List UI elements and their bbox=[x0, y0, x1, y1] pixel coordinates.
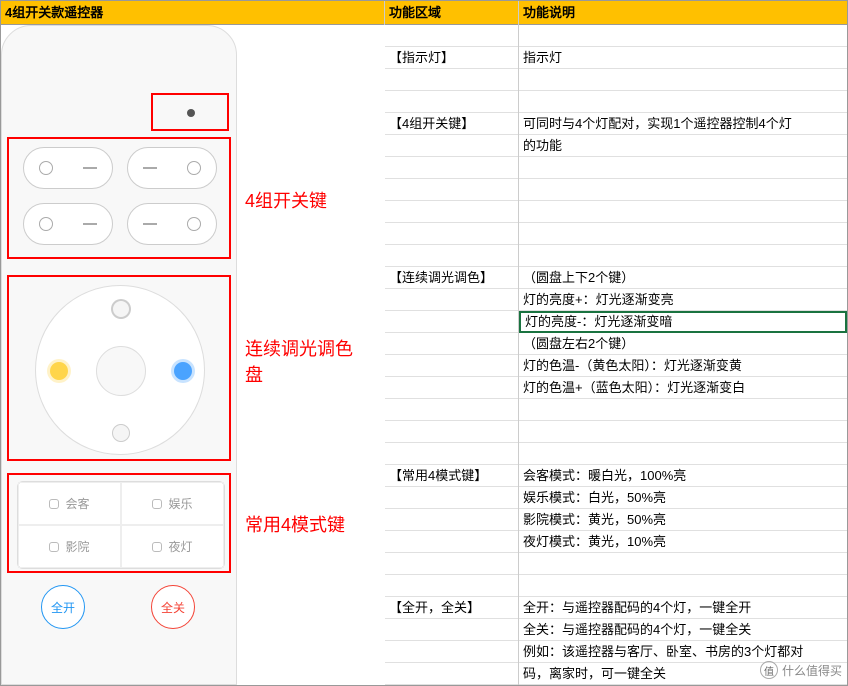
table-cell[interactable]: （圆盘上下2个键） bbox=[519, 267, 847, 289]
table-cell[interactable] bbox=[385, 69, 518, 91]
switch-pill-3 bbox=[23, 203, 113, 245]
table-cell[interactable]: 【常用4模式键】 bbox=[385, 465, 518, 487]
table-cell[interactable] bbox=[519, 69, 847, 91]
table-cell[interactable] bbox=[519, 553, 847, 575]
table-cell[interactable] bbox=[385, 377, 518, 399]
brightness-up-icon bbox=[112, 300, 130, 318]
table-cell[interactable] bbox=[519, 421, 847, 443]
table-cell[interactable]: 灯的色温+（蓝色太阳）：灯光逐渐变白 bbox=[519, 377, 847, 399]
label-mode-group: 常用4模式键 bbox=[245, 511, 345, 537]
mid-rows: 【指示灯】【4组开关键】【连续调光调色】【常用4模式键】【全开，全关】 bbox=[385, 25, 518, 685]
annotation-mode-box: 会客 娱乐 影院 夜灯 bbox=[7, 473, 231, 573]
watermark: 值 什么值得买 bbox=[760, 661, 842, 679]
spreadsheet-container: 4组开关款遥控器 4组开关键 bbox=[0, 0, 848, 686]
table-cell[interactable]: 指示灯 bbox=[519, 47, 847, 69]
remote-diagram: 4组开关键 连续调光调色盘 会客 娱乐 影院 夜灯 常 bbox=[1, 25, 385, 685]
table-cell[interactable] bbox=[385, 179, 518, 201]
annotation-dial-box bbox=[7, 275, 231, 461]
table-cell[interactable] bbox=[519, 179, 847, 201]
table-cell[interactable] bbox=[385, 201, 518, 223]
table-cell[interactable] bbox=[385, 355, 518, 377]
table-cell[interactable] bbox=[385, 641, 518, 663]
table-cell[interactable] bbox=[385, 245, 518, 267]
table-cell[interactable] bbox=[519, 223, 847, 245]
switch-pill-2 bbox=[127, 147, 217, 189]
table-cell[interactable]: 【连续调光调色】 bbox=[385, 267, 518, 289]
table-cell[interactable] bbox=[385, 157, 518, 179]
table-cell[interactable]: 会客模式：暖白光，100%亮 bbox=[519, 465, 847, 487]
annotation-led-box bbox=[151, 93, 229, 131]
dial-outer-ring bbox=[35, 285, 205, 455]
color-temp-yellow-icon bbox=[50, 362, 68, 380]
table-cell[interactable] bbox=[385, 421, 518, 443]
table-cell[interactable]: 灯的色温-（黄色太阳）：灯光逐渐变黄 bbox=[519, 355, 847, 377]
table-cell[interactable]: 全开：与遥控器配码的4个灯，一键全开 bbox=[519, 597, 847, 619]
table-cell[interactable] bbox=[385, 223, 518, 245]
column-function-area: 功能区域 【指示灯】【4组开关键】【连续调光调色】【常用4模式键】【全开，全关】 bbox=[385, 1, 519, 685]
table-cell[interactable] bbox=[519, 25, 847, 47]
table-cell[interactable]: 影院模式：黄光，50%亮 bbox=[519, 509, 847, 531]
label-dial: 连续调光调色盘 bbox=[245, 335, 355, 387]
all-on-button: 全开 bbox=[41, 585, 85, 629]
header-col3: 功能说明 bbox=[519, 1, 847, 25]
table-cell[interactable] bbox=[385, 531, 518, 553]
table-cell[interactable]: 灯的亮度-：灯光逐渐变暗 bbox=[519, 311, 847, 333]
table-cell[interactable] bbox=[385, 509, 518, 531]
color-temp-blue-icon bbox=[174, 362, 192, 380]
table-cell[interactable]: 【指示灯】 bbox=[385, 47, 518, 69]
led-indicator-icon bbox=[187, 109, 195, 117]
table-cell[interactable] bbox=[385, 487, 518, 509]
switch-pill-4 bbox=[127, 203, 217, 245]
table-cell[interactable]: 夜灯模式：黄光，10%亮 bbox=[519, 531, 847, 553]
table-cell[interactable] bbox=[385, 443, 518, 465]
table-cell[interactable] bbox=[385, 663, 518, 685]
table-cell[interactable]: 娱乐模式：白光，50%亮 bbox=[519, 487, 847, 509]
switch-pill-1 bbox=[23, 147, 113, 189]
table-cell[interactable] bbox=[519, 399, 847, 421]
right-rows: 指示灯可同时与4个灯配对，实现1个遥控器控制4个灯的功能（圆盘上下2个键）灯的亮… bbox=[519, 25, 847, 685]
table-cell[interactable] bbox=[385, 91, 518, 113]
dial-center bbox=[96, 346, 146, 396]
table-cell[interactable] bbox=[385, 399, 518, 421]
table-cell[interactable] bbox=[385, 25, 518, 47]
table-cell[interactable]: 【4组开关键】 bbox=[385, 113, 518, 135]
table-cell[interactable]: 灯的亮度+：灯光逐渐变亮 bbox=[519, 289, 847, 311]
table-cell[interactable] bbox=[519, 201, 847, 223]
table-cell[interactable]: 例如：该遥控器与客厅、卧室、书房的3个灯都对 bbox=[519, 641, 847, 663]
table-cell[interactable] bbox=[519, 157, 847, 179]
table-cell[interactable] bbox=[519, 443, 847, 465]
mode-entertain: 娱乐 bbox=[121, 482, 224, 525]
watermark-text: 什么值得买 bbox=[782, 662, 842, 679]
table-cell[interactable] bbox=[519, 245, 847, 267]
all-off-button: 全关 bbox=[151, 585, 195, 629]
table-cell[interactable] bbox=[385, 575, 518, 597]
table-cell[interactable]: 【全开，全关】 bbox=[385, 597, 518, 619]
watermark-icon: 值 bbox=[760, 661, 778, 679]
header-col1: 4组开关款遥控器 bbox=[1, 1, 384, 25]
column-remote-image: 4组开关款遥控器 4组开关键 bbox=[1, 1, 385, 685]
mode-night: 夜灯 bbox=[121, 525, 224, 568]
table-cell[interactable]: （圆盘左右2个键） bbox=[519, 333, 847, 355]
column-function-desc: 功能说明 指示灯可同时与4个灯配对，实现1个遥控器控制4个灯的功能 （圆盘上下2个… bbox=[519, 1, 847, 685]
annotation-switch-box bbox=[7, 137, 231, 259]
table-cell[interactable] bbox=[385, 553, 518, 575]
table-cell[interactable]: 全关：与遥控器配码的4个灯，一键全关 bbox=[519, 619, 847, 641]
brightness-down-icon bbox=[112, 424, 130, 442]
table-cell[interactable] bbox=[385, 311, 518, 333]
table-cell[interactable]: 的功能 bbox=[519, 135, 847, 157]
header-col2: 功能区域 bbox=[385, 1, 518, 25]
table-cell[interactable] bbox=[385, 289, 518, 311]
table-cell[interactable] bbox=[519, 91, 847, 113]
mode-grid: 会客 娱乐 影院 夜灯 bbox=[17, 481, 225, 569]
mode-cinema: 影院 bbox=[18, 525, 121, 568]
table-cell[interactable] bbox=[385, 135, 518, 157]
label-switch-group: 4组开关键 bbox=[245, 187, 327, 213]
table-cell[interactable] bbox=[385, 333, 518, 355]
table-cell[interactable] bbox=[385, 619, 518, 641]
mode-guest: 会客 bbox=[18, 482, 121, 525]
table-cell[interactable] bbox=[519, 575, 847, 597]
table-cell[interactable]: 可同时与4个灯配对，实现1个遥控器控制4个灯 bbox=[519, 113, 847, 135]
